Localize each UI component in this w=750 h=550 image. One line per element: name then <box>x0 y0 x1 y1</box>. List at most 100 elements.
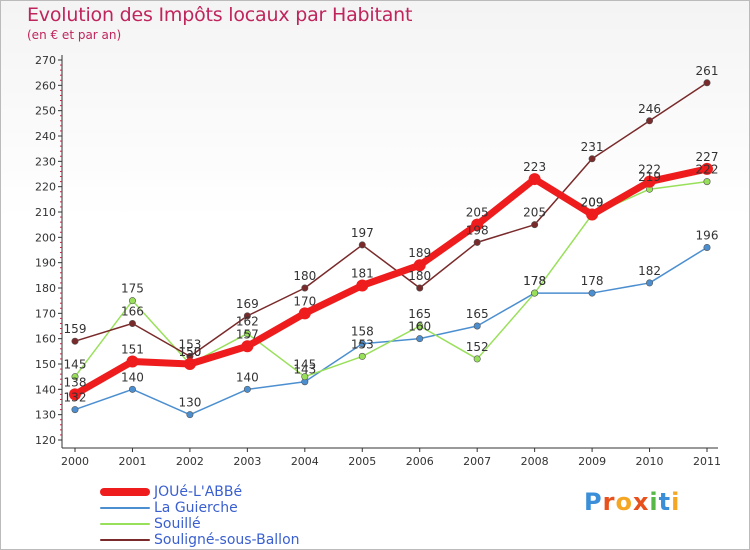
series-2-data-label: 152 <box>466 340 489 354</box>
series-1-point <box>646 279 654 287</box>
y-tick-label: 130 <box>35 409 56 422</box>
series-1-data-label: 178 <box>523 274 546 288</box>
series-2-data-label: 145 <box>64 358 87 372</box>
series-0-data-label: 205 <box>466 206 489 220</box>
series-3-line <box>74 82 708 358</box>
series-2-data-label: 150 <box>178 345 201 359</box>
series-0-data-label: 222 <box>638 163 661 177</box>
series-1-point <box>703 243 711 251</box>
legend-label: Souligné-sous-Ballon <box>154 532 300 548</box>
y-tick-label: 250 <box>35 105 56 118</box>
x-tick-label: 2008 <box>521 455 549 468</box>
series-0-data-label: 138 <box>64 375 87 389</box>
series-0-line <box>71 165 711 398</box>
series-1-point <box>416 335 424 343</box>
logo-letter: r <box>602 488 616 516</box>
series-2-line <box>74 180 708 378</box>
series-2-data-label: 165 <box>408 307 431 321</box>
y-tick-label: 200 <box>35 231 56 244</box>
series-0-point <box>241 340 254 353</box>
series-1-point <box>186 411 194 419</box>
series-3-data-label: 153 <box>178 337 201 351</box>
series-0-data-label: 209 <box>581 196 604 210</box>
series-0-point <box>356 279 369 292</box>
x-tick-label: 2009 <box>578 455 606 468</box>
series-0-data-label: 181 <box>351 266 374 280</box>
series-1-data-label: 160 <box>408 320 431 334</box>
y-tick-label: 170 <box>35 307 56 320</box>
series-3-data-label: 197 <box>351 226 374 240</box>
series-1-data-label: 132 <box>64 391 87 405</box>
legend-item: Souillé <box>100 516 300 532</box>
series-2-point <box>71 373 79 381</box>
series-0-data-label: 151 <box>121 342 144 356</box>
series-0-point <box>183 358 196 370</box>
series-1-point <box>358 340 366 348</box>
series-2-data-label: 162 <box>236 315 259 329</box>
x-tick-label: 2004 <box>291 455 319 468</box>
logo-letter: P <box>584 488 603 516</box>
proxiti-logo: Proxiti <box>584 488 680 516</box>
y-tick-label: 210 <box>35 206 56 219</box>
series-0-data-label: 189 <box>408 246 431 260</box>
series-1-data-label: 178 <box>581 274 604 288</box>
x-tick-label: 2006 <box>406 455 434 468</box>
series-2-point <box>301 373 309 381</box>
logo-letter: i <box>649 488 659 516</box>
y-tick-label: 150 <box>35 358 56 371</box>
series-3-point <box>71 337 79 345</box>
legend-item: JOUé-L'ABBé <box>100 484 300 500</box>
series-1-data-label: 143 <box>293 363 316 377</box>
series-0-point <box>643 175 656 188</box>
y-tick-label: 260 <box>35 79 56 92</box>
y-tick-label: 220 <box>35 181 56 194</box>
series-3-data-label: 246 <box>638 102 661 116</box>
y-tick-label: 270 <box>35 54 56 67</box>
series-3-data-label: 231 <box>581 140 604 154</box>
series-3-data-label: 166 <box>121 304 144 318</box>
x-tick-label: 2000 <box>61 455 89 468</box>
series-1-data-label: 140 <box>121 370 144 384</box>
legend-swatch <box>100 539 150 541</box>
series-3-point <box>301 284 309 292</box>
y-tick-label: 120 <box>35 434 56 447</box>
series-3-point <box>646 117 654 125</box>
series-2-data-label: 175 <box>121 282 144 296</box>
series-1-point <box>128 385 136 393</box>
series-0-point <box>701 162 713 175</box>
logo-letter: i <box>671 488 681 516</box>
series-0-data-label: 150 <box>178 345 201 359</box>
legend-swatch <box>100 523 150 525</box>
legend-swatch <box>100 507 150 509</box>
series-3-data-label: 261 <box>696 64 719 78</box>
series-3-point <box>416 284 424 292</box>
series-3-data-label: 169 <box>236 297 259 311</box>
legend-item: La Guierche <box>100 500 300 516</box>
series-3-point <box>358 241 366 249</box>
x-tick-label: 2007 <box>463 455 491 468</box>
series-3-data-label: 205 <box>523 206 546 220</box>
series-2-data-label: 219 <box>638 170 661 184</box>
series-2-point <box>531 289 539 297</box>
series-3-data-label: 159 <box>64 322 87 336</box>
series-2-point <box>703 178 711 186</box>
series-1-data-label: 158 <box>351 325 374 339</box>
series-0-data-label: 157 <box>236 327 259 341</box>
series-3-data-label: 180 <box>408 269 431 283</box>
x-tick-label: 2001 <box>118 455 146 468</box>
legend-item: Souligné-sous-Ballon <box>100 532 300 548</box>
series-3-point <box>703 79 711 87</box>
series-0-point <box>586 208 599 221</box>
x-tick-label: 2003 <box>233 455 261 468</box>
series-3-point <box>473 238 481 246</box>
series-0-point <box>471 218 484 231</box>
series-0-point <box>126 355 139 368</box>
y-tick-label: 190 <box>35 257 56 270</box>
legend-label: Souillé <box>154 516 201 532</box>
y-tick-label: 140 <box>35 383 56 396</box>
series-1-point <box>71 406 79 414</box>
series-2-data-label: 209 <box>581 196 604 210</box>
series-0-data-label: 227 <box>696 150 719 164</box>
logo-letter: o <box>615 488 633 516</box>
